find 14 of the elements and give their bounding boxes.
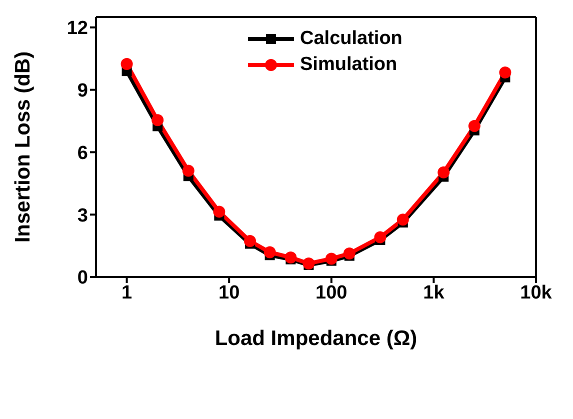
x-tick-label: 1 — [122, 282, 133, 304]
y-axis-title: Insertion Loss (dB) — [11, 51, 34, 243]
y-tick-label: 0 — [77, 268, 88, 289]
y-tick-label: 6 — [77, 142, 88, 164]
x-tick-label: 10 — [218, 282, 240, 304]
x-tick-label: 10k — [520, 282, 552, 304]
x-tick-label: 1k — [423, 282, 445, 304]
x-tick-label: 100 — [316, 282, 348, 304]
y-tick-label: 9 — [77, 80, 88, 102]
legend-label: Calculation — [300, 28, 402, 50]
y-tick-label: 12 — [66, 18, 88, 40]
x-axis-title: Load Impedance (Ω) — [214, 327, 418, 350]
y-tick-label: 3 — [77, 205, 88, 226]
legend-label: Simulation — [300, 54, 398, 76]
